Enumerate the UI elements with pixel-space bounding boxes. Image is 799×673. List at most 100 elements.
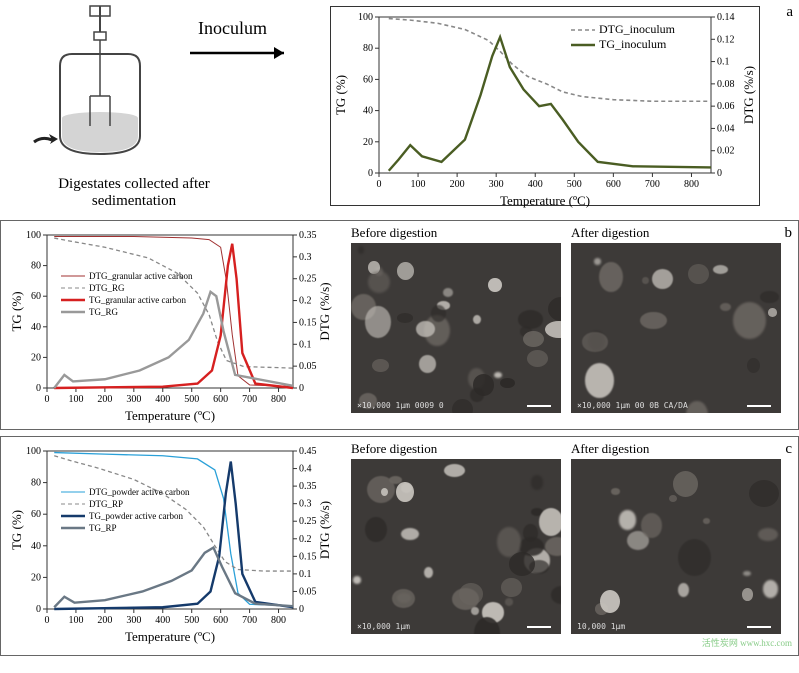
svg-text:0.15: 0.15 bbox=[299, 551, 317, 562]
svg-text:800: 800 bbox=[684, 179, 699, 190]
svg-text:100: 100 bbox=[68, 394, 83, 405]
inoculum-label: Inoculum bbox=[198, 18, 267, 39]
svg-text:80: 80 bbox=[31, 478, 41, 489]
sem-c-before-scale: ×10,000 1µm bbox=[357, 622, 410, 631]
svg-text:0.05: 0.05 bbox=[299, 586, 317, 597]
chart-a: 010020030040050060070080002040608010000.… bbox=[330, 6, 760, 206]
sem-c-before-caption: Before digestion bbox=[351, 441, 437, 457]
svg-text:0.2: 0.2 bbox=[299, 534, 312, 545]
sem-b-before: ×10,000 1µm 0009 0 bbox=[351, 243, 561, 413]
watermark: 活性炭网 www.hxc.com bbox=[702, 636, 792, 649]
panel-c: c 01002003004005006007008000204060801000… bbox=[0, 436, 799, 656]
svg-text:0.25: 0.25 bbox=[299, 516, 317, 527]
svg-text:Temperature (ºC): Temperature (ºC) bbox=[125, 629, 215, 644]
svg-text:0.1: 0.1 bbox=[299, 569, 312, 580]
svg-text:20: 20 bbox=[31, 352, 41, 363]
svg-text:0: 0 bbox=[299, 383, 304, 394]
sem-b-after-caption: After digestion bbox=[571, 225, 649, 241]
svg-text:200: 200 bbox=[450, 179, 465, 190]
svg-text:TG_powder active carbon: TG_powder active carbon bbox=[89, 511, 183, 521]
digestate-caption: Digestates collected after sedimentation bbox=[24, 176, 244, 210]
svg-text:700: 700 bbox=[242, 615, 257, 626]
panel-b-label: b bbox=[785, 225, 793, 242]
svg-text:DTG (%/s): DTG (%/s) bbox=[741, 66, 756, 124]
svg-text:600: 600 bbox=[213, 615, 228, 626]
svg-text:80: 80 bbox=[363, 43, 373, 54]
svg-text:DTG_RP: DTG_RP bbox=[89, 499, 123, 509]
panel-a-label: a bbox=[786, 4, 793, 21]
svg-text:600: 600 bbox=[606, 179, 621, 190]
svg-text:60: 60 bbox=[31, 291, 41, 302]
svg-text:0.15: 0.15 bbox=[299, 317, 317, 328]
svg-text:800: 800 bbox=[271, 615, 286, 626]
svg-text:300: 300 bbox=[489, 179, 504, 190]
sem-b-before-caption: Before digestion bbox=[351, 225, 437, 241]
svg-text:0: 0 bbox=[377, 179, 382, 190]
svg-text:0.3: 0.3 bbox=[299, 252, 312, 263]
svg-text:DTG_inoculum: DTG_inoculum bbox=[599, 22, 676, 36]
svg-text:700: 700 bbox=[242, 394, 257, 405]
svg-text:0.1: 0.1 bbox=[299, 339, 312, 350]
svg-text:0.2: 0.2 bbox=[299, 296, 312, 307]
reactor-diagram bbox=[30, 6, 170, 176]
svg-text:DTG (%/s): DTG (%/s) bbox=[317, 501, 332, 559]
panel-b: b 01002003004005006007008000204060801000… bbox=[0, 220, 799, 430]
svg-text:0.1: 0.1 bbox=[717, 57, 730, 68]
svg-text:200: 200 bbox=[97, 615, 112, 626]
svg-text:20: 20 bbox=[363, 137, 373, 148]
svg-text:0.4: 0.4 bbox=[299, 464, 312, 475]
sem-c-before: ×10,000 1µm bbox=[351, 459, 561, 634]
svg-text:400: 400 bbox=[155, 615, 170, 626]
sem-b-after: ×10,000 1µm 00 0B CA/DA bbox=[571, 243, 781, 413]
svg-text:TG_RG: TG_RG bbox=[89, 307, 119, 317]
svg-text:0: 0 bbox=[36, 383, 41, 394]
svg-text:60: 60 bbox=[31, 509, 41, 520]
chart-c: 010020030040050060070080002040608010000.… bbox=[7, 443, 337, 643]
svg-text:0.12: 0.12 bbox=[717, 34, 735, 45]
svg-text:0.25: 0.25 bbox=[299, 274, 317, 285]
sem-c-after-caption: After digestion bbox=[571, 441, 649, 457]
chart-a-svg: 010020030040050060070080002040608010000.… bbox=[331, 7, 761, 207]
svg-text:300: 300 bbox=[126, 615, 141, 626]
figure-root: a Inoculum Digestates collected after se… bbox=[0, 0, 799, 656]
svg-text:0: 0 bbox=[45, 615, 50, 626]
svg-text:100: 100 bbox=[358, 12, 373, 23]
inoculum-arrow bbox=[190, 44, 300, 62]
panel-a: a Inoculum Digestates collected after se… bbox=[0, 0, 799, 218]
svg-text:0.06: 0.06 bbox=[717, 101, 735, 112]
svg-text:400: 400 bbox=[155, 394, 170, 405]
svg-text:0.08: 0.08 bbox=[717, 79, 735, 90]
svg-text:0.05: 0.05 bbox=[299, 361, 317, 372]
svg-text:300: 300 bbox=[126, 394, 141, 405]
svg-text:500: 500 bbox=[184, 615, 199, 626]
svg-text:0: 0 bbox=[45, 394, 50, 405]
svg-text:100: 100 bbox=[68, 615, 83, 626]
sem-b-before-scale: ×10,000 1µm 0009 0 bbox=[357, 401, 444, 410]
svg-text:500: 500 bbox=[567, 179, 582, 190]
svg-text:TG_granular active carbon: TG_granular active carbon bbox=[89, 295, 186, 305]
svg-text:TG_inoculum: TG_inoculum bbox=[599, 37, 667, 51]
svg-text:TG (%): TG (%) bbox=[9, 291, 24, 331]
svg-text:TG_RP: TG_RP bbox=[89, 523, 117, 533]
svg-text:0.45: 0.45 bbox=[299, 446, 317, 457]
svg-text:100: 100 bbox=[411, 179, 426, 190]
svg-text:200: 200 bbox=[97, 394, 112, 405]
sem-c-after: 10,000 1µm bbox=[571, 459, 781, 634]
svg-text:0: 0 bbox=[368, 168, 373, 179]
svg-text:40: 40 bbox=[363, 106, 373, 117]
svg-text:40: 40 bbox=[31, 541, 41, 552]
svg-text:DTG_powder active carbon: DTG_powder active carbon bbox=[89, 487, 190, 497]
svg-text:0.3: 0.3 bbox=[299, 499, 312, 510]
svg-text:0.04: 0.04 bbox=[717, 123, 735, 134]
svg-text:0.14: 0.14 bbox=[717, 12, 735, 23]
svg-text:DTG (%/s): DTG (%/s) bbox=[317, 282, 332, 340]
svg-text:40: 40 bbox=[31, 322, 41, 333]
svg-text:Temperature (ºC): Temperature (ºC) bbox=[125, 408, 215, 423]
svg-text:TG (%): TG (%) bbox=[9, 510, 24, 550]
svg-text:DTG_granular active carbon: DTG_granular active carbon bbox=[89, 271, 193, 281]
svg-text:0.35: 0.35 bbox=[299, 481, 317, 492]
sem-b-after-scale: ×10,000 1µm 00 0B CA/DA bbox=[577, 401, 688, 410]
svg-text:100: 100 bbox=[26, 230, 41, 241]
svg-text:0: 0 bbox=[36, 604, 41, 615]
svg-text:TG (%): TG (%) bbox=[333, 75, 348, 115]
